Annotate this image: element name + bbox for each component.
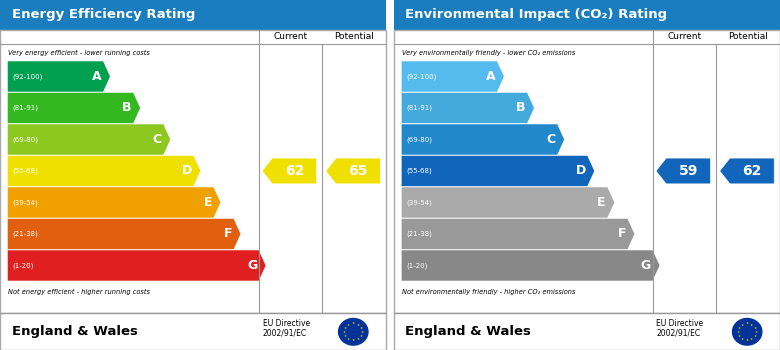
Text: (81-91): (81-91)	[406, 105, 432, 111]
Text: B: B	[516, 102, 526, 114]
Text: (39-54): (39-54)	[12, 199, 38, 206]
Text: Not energy efficient - higher running costs: Not energy efficient - higher running co…	[8, 289, 150, 295]
Text: ★: ★	[342, 330, 346, 334]
Text: Very energy efficient - lower running costs: Very energy efficient - lower running co…	[8, 50, 150, 56]
Polygon shape	[8, 61, 110, 92]
Text: ★: ★	[750, 323, 753, 327]
Text: G: G	[641, 259, 651, 272]
Text: ★: ★	[738, 334, 741, 338]
Polygon shape	[656, 158, 711, 184]
Polygon shape	[402, 156, 594, 186]
Text: (81-91): (81-91)	[12, 105, 38, 111]
Polygon shape	[402, 219, 634, 249]
Text: 65: 65	[349, 164, 368, 178]
Text: ★: ★	[360, 326, 363, 330]
Polygon shape	[8, 187, 221, 218]
Text: (55-68): (55-68)	[12, 168, 38, 174]
Text: ★: ★	[347, 337, 350, 341]
Text: ★: ★	[352, 321, 355, 326]
Polygon shape	[402, 124, 564, 155]
Polygon shape	[262, 158, 317, 184]
Text: D: D	[576, 164, 586, 177]
Text: Current: Current	[274, 32, 307, 41]
Bar	[0, 0, 386, 30]
Text: (92-100): (92-100)	[12, 73, 43, 80]
Text: Environmental Impact (CO₂) Rating: Environmental Impact (CO₂) Rating	[406, 8, 668, 21]
Text: ★: ★	[347, 323, 350, 327]
Text: D: D	[182, 164, 192, 177]
Polygon shape	[720, 158, 775, 184]
Text: ★: ★	[356, 337, 360, 341]
Text: F: F	[618, 228, 626, 240]
Bar	[0, 313, 386, 350]
Polygon shape	[326, 158, 381, 184]
Bar	[394, 313, 780, 350]
Text: ★: ★	[746, 321, 749, 326]
Text: G: G	[247, 259, 257, 272]
Polygon shape	[8, 124, 170, 155]
Text: ★: ★	[344, 334, 347, 338]
Text: (1-20): (1-20)	[12, 262, 34, 269]
Bar	[394, 0, 780, 30]
Polygon shape	[402, 250, 660, 281]
Text: (69-80): (69-80)	[12, 136, 38, 143]
Text: ★: ★	[352, 338, 355, 342]
Bar	[0, 30, 386, 313]
Text: ★: ★	[344, 326, 347, 330]
Text: B: B	[122, 102, 132, 114]
Text: ★: ★	[746, 338, 749, 342]
Text: ★: ★	[360, 334, 363, 338]
Text: 59: 59	[679, 164, 698, 178]
Text: Energy Efficiency Rating: Energy Efficiency Rating	[12, 8, 195, 21]
Text: ★: ★	[753, 326, 757, 330]
Text: ★: ★	[753, 334, 757, 338]
Polygon shape	[402, 93, 534, 123]
Text: (55-68): (55-68)	[406, 168, 432, 174]
Text: ★: ★	[361, 330, 364, 334]
Text: C: C	[153, 133, 161, 146]
Text: ★: ★	[750, 337, 753, 341]
Text: C: C	[547, 133, 555, 146]
Circle shape	[339, 318, 368, 345]
Text: Not environmentally friendly - higher CO₂ emissions: Not environmentally friendly - higher CO…	[402, 289, 575, 295]
Text: ★: ★	[738, 326, 741, 330]
Text: (39-54): (39-54)	[406, 199, 432, 206]
Text: E: E	[204, 196, 212, 209]
Text: Current: Current	[668, 32, 701, 41]
Text: Very environmentally friendly - lower CO₂ emissions: Very environmentally friendly - lower CO…	[402, 50, 575, 56]
Text: ★: ★	[741, 323, 744, 327]
Text: ★: ★	[755, 330, 758, 334]
Text: (69-80): (69-80)	[406, 136, 432, 143]
Text: (21-38): (21-38)	[406, 231, 432, 237]
Text: EU Directive
2002/91/EC: EU Directive 2002/91/EC	[657, 318, 704, 338]
Text: (92-100): (92-100)	[406, 73, 437, 80]
Bar	[394, 30, 780, 313]
Text: ★: ★	[741, 337, 744, 341]
Polygon shape	[8, 219, 240, 249]
Text: 62: 62	[743, 164, 762, 178]
Text: Potential: Potential	[729, 32, 768, 41]
Text: ★: ★	[736, 330, 739, 334]
Text: E: E	[597, 196, 606, 209]
Text: Potential: Potential	[335, 32, 374, 41]
Text: EU Directive
2002/91/EC: EU Directive 2002/91/EC	[263, 318, 310, 338]
Polygon shape	[402, 61, 504, 92]
Text: England & Wales: England & Wales	[406, 325, 531, 338]
Polygon shape	[8, 93, 140, 123]
Polygon shape	[8, 250, 266, 281]
Text: A: A	[486, 70, 495, 83]
Circle shape	[732, 318, 762, 345]
Text: England & Wales: England & Wales	[12, 325, 137, 338]
Polygon shape	[8, 156, 200, 186]
Text: A: A	[92, 70, 101, 83]
Text: (1-20): (1-20)	[406, 262, 427, 269]
Text: 62: 62	[285, 164, 304, 178]
Polygon shape	[402, 187, 615, 218]
Text: (21-38): (21-38)	[12, 231, 38, 237]
Text: ★: ★	[356, 323, 360, 327]
Text: F: F	[224, 228, 232, 240]
